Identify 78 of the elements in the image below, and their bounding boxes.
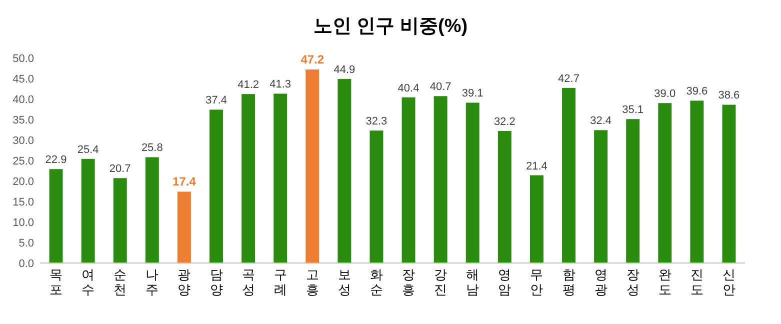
- bar: [338, 78, 352, 263]
- y-tick-label: 20.0: [12, 176, 34, 188]
- data-label: 25.4: [77, 144, 99, 156]
- y-tick-label: 30.0: [12, 135, 34, 147]
- x-tick-label: 신안: [722, 267, 736, 297]
- x-tick-label: 여수: [82, 267, 95, 297]
- x-tick-label: 영광: [594, 267, 608, 297]
- x-tick-label: 강진: [434, 267, 448, 297]
- x-tick-label: 나주: [146, 267, 159, 297]
- chart-title: 노인 인구 비중(%): [313, 16, 468, 37]
- y-tick-label: 45.0: [12, 74, 34, 86]
- x-tick-label: 완도: [658, 267, 672, 297]
- data-label: 44.9: [334, 64, 356, 76]
- y-tick-label: 50.0: [12, 53, 34, 65]
- bar: [562, 88, 576, 263]
- bar: [402, 97, 416, 263]
- x-tick-label: 순천: [114, 267, 127, 297]
- bar: [722, 104, 736, 263]
- x-tick-label: 무안: [530, 267, 544, 297]
- data-label: 39.1: [462, 88, 484, 100]
- data-label: 41.3: [270, 78, 292, 91]
- x-tick-label: 함평: [562, 267, 576, 297]
- x-tick-label: 영암: [498, 267, 512, 297]
- x-tick-label: 곡성: [242, 267, 255, 297]
- bar: [530, 175, 544, 263]
- data-label: 35.1: [622, 104, 644, 116]
- data-label: 21.4: [526, 160, 548, 172]
- bar: [177, 192, 191, 263]
- data-label: 22.9: [45, 154, 67, 166]
- x-tick-label: 화순: [370, 267, 383, 297]
- x-tick-label: 보성: [338, 267, 351, 297]
- data-label: 32.4: [590, 115, 612, 128]
- data-label: 40.4: [398, 82, 420, 94]
- data-label: 32.3: [366, 116, 388, 128]
- y-tick-label: 10.0: [12, 217, 34, 229]
- data-label: 40.7: [430, 81, 452, 94]
- bar: [466, 102, 480, 263]
- bar: [594, 130, 608, 263]
- y-tick-label: 25.0: [12, 156, 34, 168]
- x-tick-label: 장성: [626, 267, 640, 297]
- bar: [690, 100, 704, 263]
- x-tick-label: 진도: [690, 267, 704, 297]
- data-label: 39.6: [686, 86, 708, 98]
- data-label: 37.4: [206, 94, 227, 107]
- data-label: 25.8: [141, 142, 163, 154]
- bar: [145, 157, 159, 263]
- bar: [274, 94, 288, 263]
- y-tick-label: 40.0: [12, 94, 34, 106]
- data-label: 42.7: [558, 72, 580, 85]
- x-tick-label: 고흥: [306, 267, 319, 297]
- x-tick-label: 목포: [50, 267, 63, 297]
- bar: [370, 130, 384, 263]
- data-label: 38.6: [718, 90, 740, 102]
- bar: [434, 96, 448, 263]
- bar: [242, 94, 256, 263]
- x-tick-label: 해남: [466, 267, 480, 297]
- x-tick-label: 광양: [178, 267, 191, 297]
- y-tick-label: 35.0: [12, 114, 34, 126]
- bar: [113, 178, 127, 263]
- data-label: 17.4: [172, 174, 196, 189]
- bar: [626, 119, 640, 263]
- bar: [306, 69, 320, 263]
- data-label: 20.7: [109, 163, 131, 176]
- bar: [49, 169, 63, 263]
- x-tick-label: 장흥: [402, 267, 416, 297]
- x-tick-label: 구례: [274, 267, 287, 297]
- data-label: 41.2: [238, 79, 260, 92]
- data-label: 47.2: [300, 52, 324, 66]
- y-tick-label: 15.0: [12, 196, 34, 208]
- y-tick-label: 5.0: [18, 238, 34, 250]
- x-tick-label: 담양: [210, 267, 223, 297]
- bar: [498, 130, 512, 263]
- bar: [81, 158, 95, 263]
- bar: [210, 110, 223, 263]
- bar: [658, 103, 672, 263]
- y-tick-label: 0.0: [18, 258, 34, 270]
- data-label: 32.2: [494, 116, 516, 128]
- data-label: 39.0: [654, 88, 676, 100]
